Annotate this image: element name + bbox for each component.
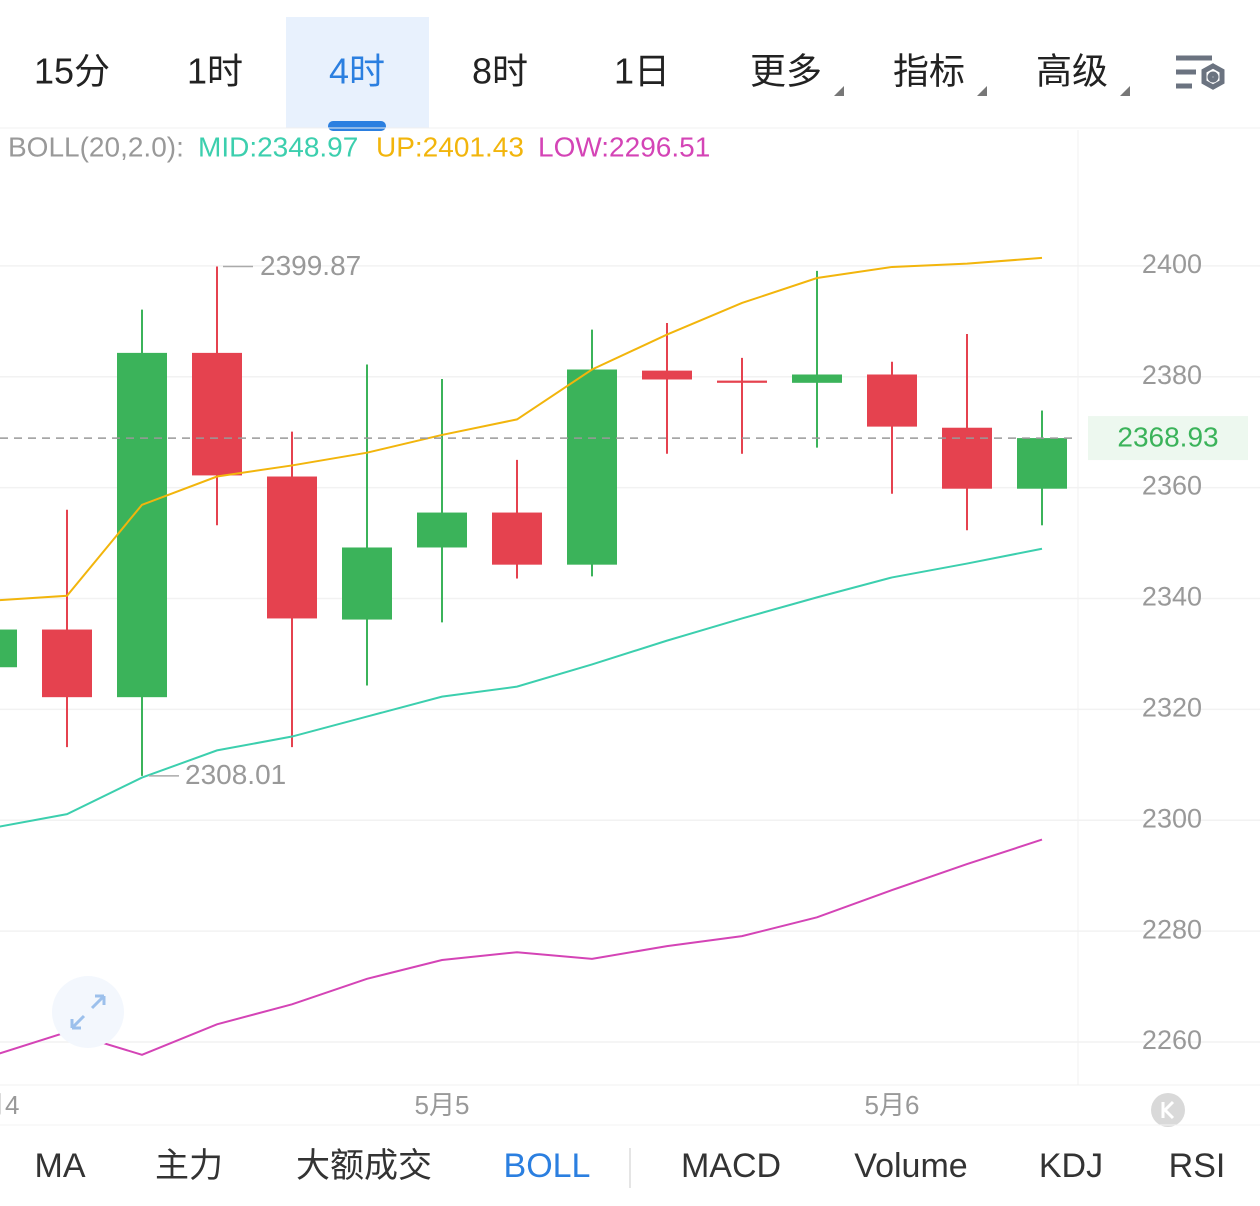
indicator-tabs: MA 主力 大额成交 BOLL MACD Volume KDJ RSI bbox=[35, 1147, 1226, 1185]
candle-body bbox=[342, 547, 392, 620]
indicator-tab[interactable]: 主力 bbox=[155, 1147, 223, 1185]
dropdown-mark bbox=[834, 86, 844, 96]
candle-body bbox=[867, 374, 917, 427]
indicator-tab[interactable]: 大额成交 bbox=[296, 1147, 432, 1185]
candle-body bbox=[0, 629, 17, 668]
band-line bbox=[0, 838, 1043, 1056]
y-tick-label: 2380 bbox=[1142, 360, 1202, 390]
legend-entry: UP:2401.43 bbox=[376, 131, 524, 162]
candle-body bbox=[417, 512, 467, 548]
indicator-tab[interactable]: Volume bbox=[854, 1147, 967, 1185]
y-tick-label: 2400 bbox=[1142, 249, 1202, 279]
candle-body bbox=[717, 380, 767, 383]
last-price-label: 2368.93 bbox=[1117, 421, 1218, 452]
period-tab[interactable]: 1时 bbox=[187, 51, 243, 92]
dropdown-mark bbox=[977, 86, 987, 96]
candle-body bbox=[267, 476, 317, 619]
legend-entry: LOW:2296.51 bbox=[538, 131, 710, 162]
expand-button[interactable] bbox=[52, 976, 124, 1048]
indicator-tab[interactable]: MA bbox=[35, 1147, 86, 1185]
candle-body bbox=[192, 352, 242, 476]
settings-icon[interactable] bbox=[1176, 55, 1225, 90]
candle-body bbox=[42, 629, 92, 698]
band-line bbox=[0, 547, 1043, 828]
period-tabs: 15分 1时 4时 8时 1日 更多 指标 高级 bbox=[34, 17, 1130, 131]
period-tab[interactable]: 15分 bbox=[34, 51, 110, 92]
x-tick-label: 5月5 bbox=[415, 1090, 470, 1120]
indicator-tab[interactable]: RSI bbox=[1169, 1147, 1226, 1185]
indicator-tab[interactable]: MACD bbox=[681, 1147, 781, 1185]
period-tab[interactable]: 8时 bbox=[472, 51, 528, 92]
min-label: 2308.01 bbox=[185, 759, 286, 790]
candle-body bbox=[492, 512, 542, 565]
period-tab[interactable]: 1日 bbox=[614, 51, 670, 92]
candle-body bbox=[642, 370, 692, 380]
band-line bbox=[0, 256, 1043, 602]
last-price-bg bbox=[1088, 416, 1248, 461]
dropdown-mark bbox=[1120, 86, 1130, 96]
period-tab[interactable]: 指标 bbox=[893, 51, 965, 92]
overlay: 5月4 5月5 5月6 2399.87 2308.01 2368.93 bbox=[0, 250, 1248, 1120]
legend-entry: MID:2348.97 bbox=[198, 131, 358, 162]
candle-body bbox=[567, 369, 617, 565]
period-tab[interactable]: 更多 bbox=[750, 51, 822, 92]
active-tab-bg bbox=[286, 17, 429, 128]
y-tick-label: 2360 bbox=[1142, 471, 1202, 501]
max-label: 2399.87 bbox=[260, 250, 361, 281]
scroll-button[interactable] bbox=[1151, 1093, 1185, 1127]
y-tick-label: 2300 bbox=[1142, 803, 1202, 833]
candle-body bbox=[942, 427, 992, 489]
grid: 2260 2280 2300 2320 2340 2360 2380 2400 bbox=[0, 249, 1260, 1055]
indicator-tab[interactable]: KDJ bbox=[1039, 1147, 1103, 1185]
y-tick-label: 2340 bbox=[1142, 582, 1202, 612]
period-tab[interactable]: 4时 bbox=[329, 51, 385, 92]
candle-body bbox=[792, 374, 842, 383]
y-tick-label: 2280 bbox=[1142, 914, 1202, 944]
plot bbox=[0, 256, 1067, 1056]
candle-body bbox=[1017, 438, 1067, 489]
x-tick-label: 5月6 bbox=[865, 1090, 920, 1120]
legend: BOLL(20,2.0): MID:2348.97 UP:2401.43 LOW:22… bbox=[8, 131, 710, 162]
x-tick-label: 5月4 bbox=[0, 1090, 19, 1120]
indicator-tab[interactable]: BOLL bbox=[504, 1147, 591, 1185]
y-tick-label: 2320 bbox=[1142, 693, 1202, 723]
active-indicator bbox=[328, 121, 386, 131]
indicator-label: BOLL(20,2.0): bbox=[8, 131, 184, 162]
period-tab[interactable]: 高级 bbox=[1036, 51, 1108, 92]
y-tick-label: 2260 bbox=[1142, 1025, 1202, 1055]
